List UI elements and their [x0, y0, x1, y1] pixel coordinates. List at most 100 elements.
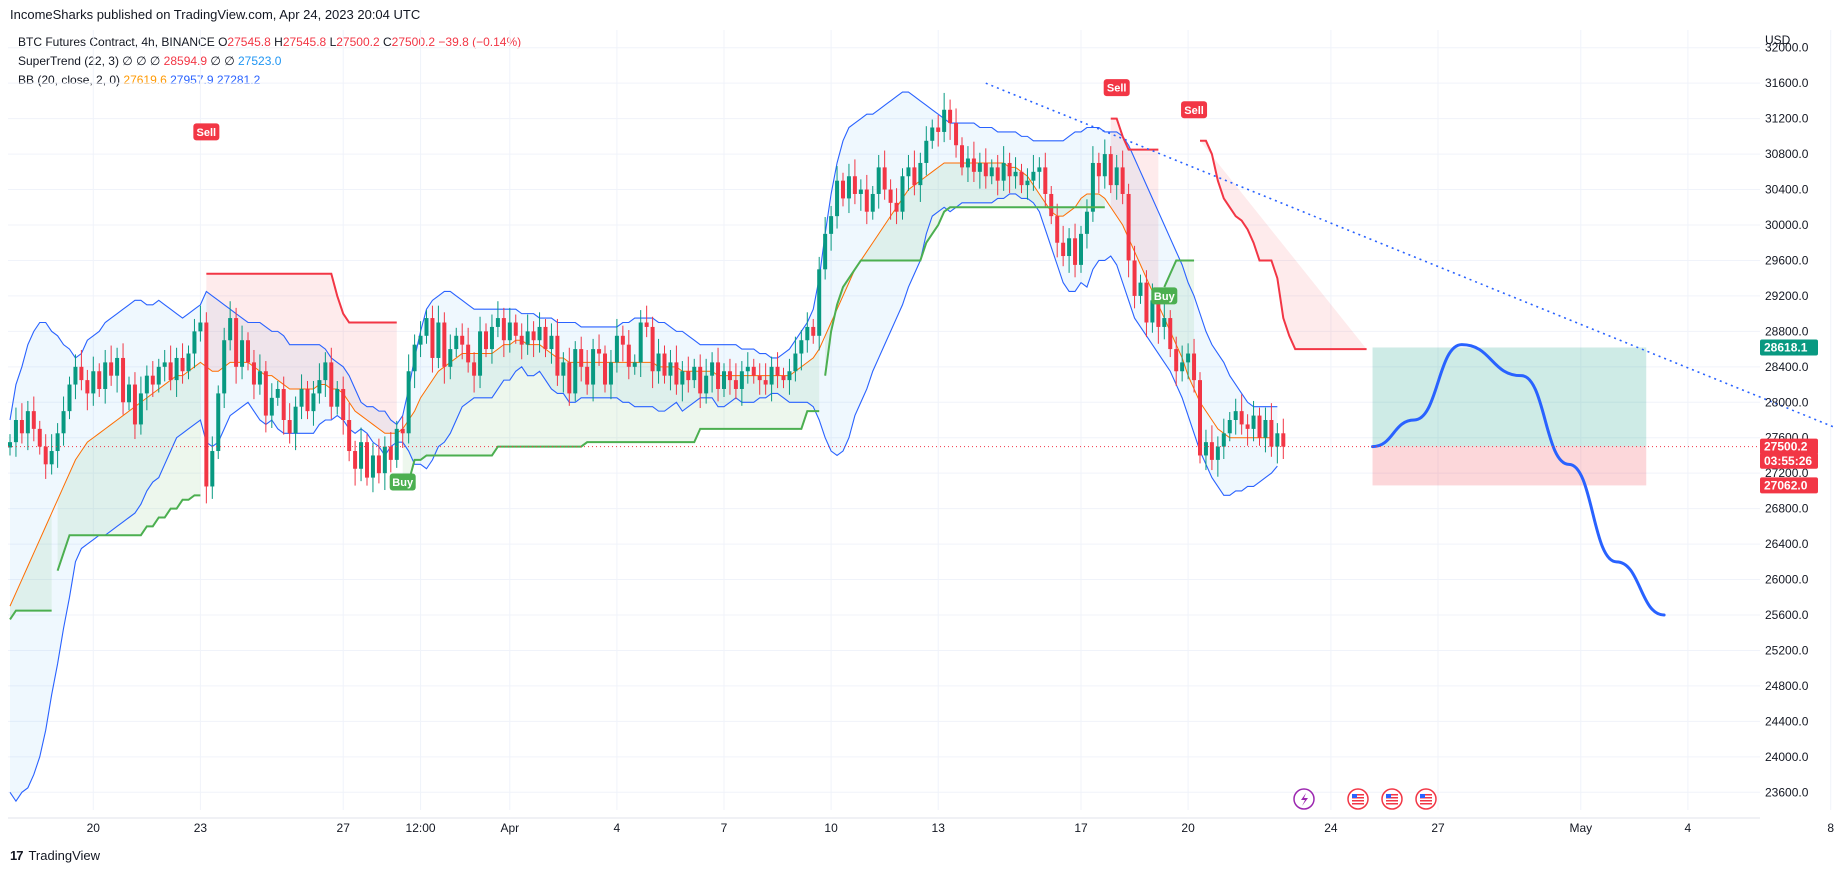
trendline-dotted: [985, 82, 1834, 428]
candle-body: [787, 371, 792, 381]
us-flag-icon: [1415, 788, 1437, 810]
legend-change: −39.8 (−0.14%): [438, 35, 522, 49]
legend-low-label: L: [329, 35, 337, 49]
candle-body: [1138, 282, 1143, 296]
price-tick-label: 26400.0: [1765, 537, 1809, 551]
candle-body: [710, 362, 715, 376]
long-position-tool[interactable]: [1372, 347, 1647, 486]
candle-body: [210, 451, 215, 487]
signal-buy-label: Buy: [1154, 291, 1176, 303]
candle-body: [168, 362, 173, 381]
footer-brand[interactable]: 17 TradingView: [10, 848, 100, 863]
candle-body: [799, 340, 804, 354]
candle-body: [585, 366, 590, 385]
candle-body: [228, 318, 233, 341]
flag-stripe: [1386, 797, 1398, 799]
candle-body: [650, 326, 655, 372]
flag-stripe: [1352, 794, 1364, 796]
candle-body: [347, 420, 352, 452]
event-icon-ring: [1381, 788, 1403, 810]
candle-body: [1192, 353, 1197, 381]
candle-body: [567, 362, 572, 394]
candle-body: [1162, 318, 1167, 327]
supertrend-dots-2: ∅ ∅: [210, 54, 235, 68]
flag-canton: [1352, 794, 1357, 798]
candle-body: [835, 180, 840, 217]
candle-body: [614, 335, 619, 363]
candle-body: [79, 366, 84, 381]
candle-body: [311, 393, 316, 412]
candle-body: [376, 455, 381, 474]
candle-body: [1245, 424, 1250, 429]
candle-body: [989, 167, 994, 177]
candle-body: [1239, 411, 1244, 425]
price-tick-label: 26000.0: [1765, 573, 1809, 587]
time-tick-label: 20: [1181, 821, 1195, 835]
candle-body: [513, 322, 518, 336]
time-tick-label: 27: [1431, 821, 1445, 835]
candle-body: [686, 371, 691, 381]
price-tick-label: 24000.0: [1765, 750, 1809, 764]
candle-body: [632, 362, 637, 367]
candle-body: [698, 366, 703, 394]
event-icons[interactable]: [1293, 788, 1437, 810]
candle-body: [983, 162, 988, 177]
candle-body: [501, 318, 506, 341]
candle-body: [608, 362, 613, 385]
flag-stripe: [1386, 803, 1398, 805]
candle-body: [127, 384, 131, 403]
legend-open-label: O: [218, 35, 228, 49]
publish-header: IncomeSharks published on TradingView.co…: [10, 7, 421, 22]
candle-body: [894, 202, 899, 212]
legend-symbol[interactable]: BTC Futures Contract, 4h, BINANCE: [18, 35, 215, 49]
legend-open: 27545.8: [227, 35, 271, 49]
time-tick-label: 17: [1074, 821, 1088, 835]
candle-body: [1168, 318, 1173, 350]
price-tag: [1760, 438, 1818, 455]
candle-body: [603, 353, 607, 385]
candle-body: [680, 371, 685, 385]
time-tick-label: 27: [337, 821, 351, 835]
supertrend-segment-down: [1110, 117, 1159, 151]
candle-body: [930, 127, 935, 141]
signal-sell-badge: [193, 123, 220, 141]
candle-body: [1150, 300, 1155, 323]
flag-canton: [1420, 794, 1425, 798]
grid-lines: [8, 30, 1832, 810]
time-tick-label: 12:00: [406, 821, 436, 835]
candle-body: [745, 366, 750, 372]
candle-body: [162, 362, 167, 367]
flag-stripe: [1352, 797, 1364, 799]
candle-body: [353, 451, 358, 469]
candle-body: [150, 375, 155, 385]
candle-body: [579, 349, 584, 367]
candle-body: [472, 362, 477, 376]
candle-body: [864, 189, 869, 212]
candle-body: [1120, 167, 1125, 194]
candle-body: [727, 371, 732, 381]
candle-body: [1031, 171, 1036, 181]
candle-body: [103, 362, 108, 389]
flag-stripe: [1352, 800, 1364, 802]
candle-body: [591, 349, 596, 385]
candle-body: [793, 353, 798, 372]
candle-body: [841, 180, 845, 199]
legend-close-label: C: [382, 35, 392, 49]
supertrend-value-1: 28594.9: [163, 54, 208, 68]
candle-body: [531, 331, 536, 341]
lightning-icon: [1293, 788, 1315, 810]
candle-body: [138, 393, 143, 425]
candle-body: [1114, 167, 1119, 186]
legend-symbol-row: BTC Futures Contract, 4h, BINANCE O27545…: [18, 33, 521, 52]
drawings[interactable]: [8, 82, 1834, 617]
candle-body: [912, 167, 917, 186]
flag-stripe: [1420, 800, 1432, 802]
price-tick-label: 24800.0: [1765, 679, 1809, 693]
candle-body: [1049, 193, 1054, 217]
candle-body: [882, 167, 887, 190]
supertrend-segment-up: [56, 494, 201, 572]
price-tick-label: 24400.0: [1765, 714, 1809, 728]
candle-body: [674, 362, 679, 385]
candle-body: [971, 158, 976, 172]
